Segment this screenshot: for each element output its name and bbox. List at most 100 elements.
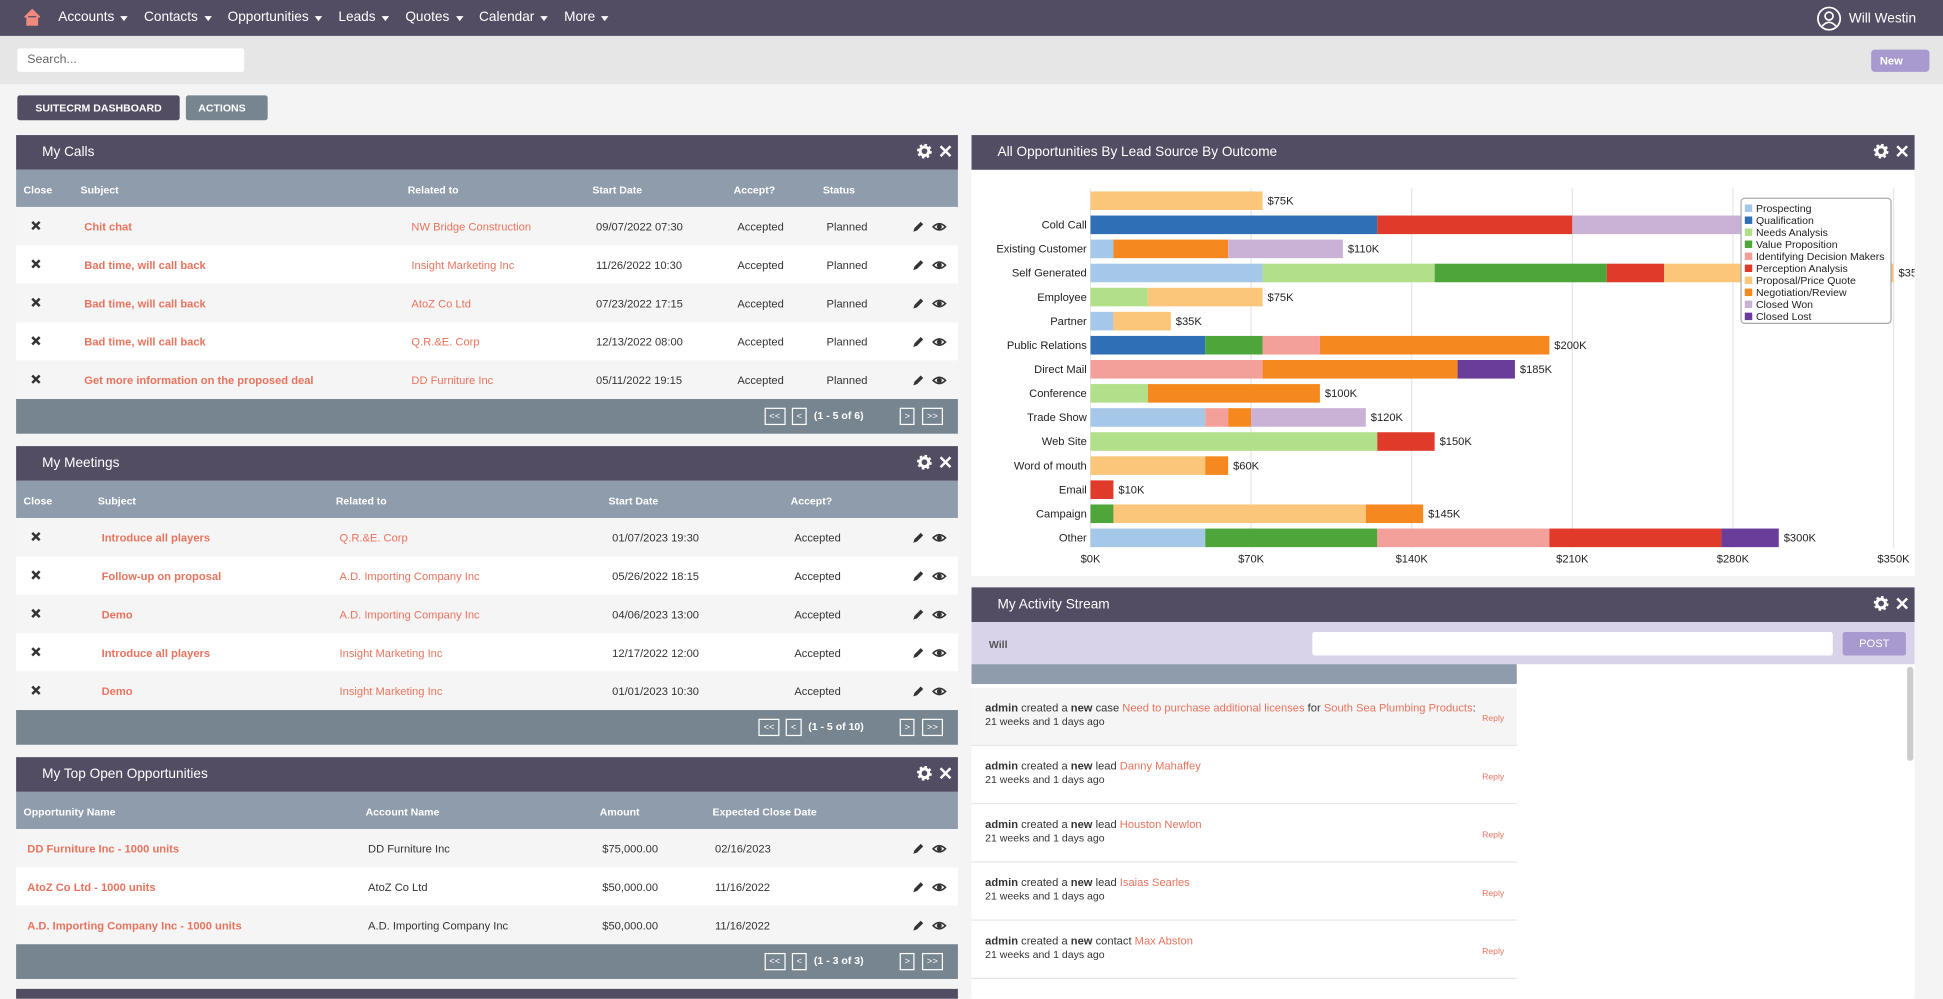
pager-prev[interactable]: < [785,718,802,737]
view-icon[interactable] [931,530,947,545]
edit-icon[interactable] [911,296,926,311]
column-header[interactable]: Opportunity Name [23,805,116,818]
table-cell[interactable]: AtoZ Co Ltd - 1000 units [27,881,156,894]
row-close[interactable] [29,372,44,387]
nav-item[interactable]: Leads [338,9,376,25]
settings-icon[interactable] [1873,596,1889,611]
activity-link[interactable]: Houston Newlon [1119,817,1202,831]
table-cell[interactable]: AtoZ Co Ltd [411,297,471,310]
view-icon[interactable] [931,569,947,584]
activity-link[interactable]: Need to purchase additional licenses [1122,701,1305,714]
pager-prev[interactable]: < [791,952,807,971]
column-header[interactable]: Accept? [733,183,776,196]
edit-icon[interactable] [911,530,926,545]
edit-icon[interactable] [911,880,926,895]
activity-target[interactable]: South Sea Plumbing Products [1323,701,1473,714]
pager-next[interactable]: > [899,407,916,426]
column-header[interactable]: Expected Close Date [712,805,817,818]
column-header[interactable]: Subject [97,494,136,507]
edit-icon[interactable] [911,335,926,350]
column-header[interactable]: Start Date [608,494,659,507]
edit-icon[interactable] [911,607,926,622]
nav-item[interactable]: Calendar [479,9,535,25]
reply-link[interactable]: Reply [1482,889,1505,899]
pager-next[interactable]: > [899,718,916,737]
view-icon[interactable] [931,373,947,388]
pager-last[interactable]: >> [921,407,943,426]
nav-item[interactable]: Quotes [405,9,450,25]
table-cell[interactable]: Follow-up on proposal [101,570,222,583]
table-cell[interactable]: Q.R.&E. Corp [339,531,408,545]
table-cell[interactable]: Bad time, will call back [84,297,206,310]
reply-link[interactable]: Reply [1482,773,1505,782]
reply-link[interactable]: Reply [1482,831,1505,841]
table-cell[interactable]: Chit chat [84,220,132,233]
nav-item[interactable]: Contacts [144,9,198,25]
nav-item[interactable]: Opportunities [227,9,309,25]
column-header[interactable]: Start Date [592,183,643,196]
user-icon[interactable] [1817,6,1842,31]
close-icon[interactable] [938,144,953,159]
post-input[interactable] [1312,631,1833,656]
view-icon[interactable] [931,880,947,895]
view-icon[interactable] [931,258,947,273]
close-icon[interactable] [938,455,953,470]
column-header[interactable]: Close [23,494,53,507]
row-close[interactable] [29,218,44,233]
table-cell[interactable]: DD Furniture Inc [411,374,494,387]
view-icon[interactable] [931,219,947,234]
settings-icon[interactable] [917,454,932,470]
view-icon[interactable] [931,296,947,311]
reply-link[interactable]: Reply [1482,715,1505,724]
column-header[interactable]: Accept? [790,494,833,507]
view-icon[interactable] [931,335,947,350]
nav-item[interactable]: More [564,9,596,25]
column-header[interactable]: Subject [80,183,119,196]
close-icon[interactable] [938,766,953,781]
table-cell[interactable]: Demo [101,608,133,621]
home-icon[interactable] [24,8,41,26]
dashboard-tab[interactable]: SUITECRM DASHBOARD [17,95,180,121]
pager-first[interactable]: << [764,407,786,426]
row-close[interactable] [29,257,44,272]
activity-link[interactable]: Isaias Searles [1119,876,1190,889]
column-header[interactable]: Status [822,183,856,196]
table-cell[interactable]: Introduce all players [101,531,211,545]
column-header[interactable]: Related to [407,183,459,196]
row-close[interactable] [29,529,44,544]
search-box[interactable] [17,48,245,72]
table-cell[interactable]: Bad time, will call back [84,258,206,272]
pager-first[interactable]: << [758,718,780,737]
column-header[interactable]: Close [23,183,53,196]
row-close[interactable] [29,683,44,698]
edit-icon[interactable] [911,373,926,388]
table-cell[interactable]: Bad time, will call back [84,335,206,349]
table-cell[interactable]: A.D. Importing Company Inc - 1000 units [27,919,242,932]
column-header[interactable]: Related to [335,494,387,507]
user-name[interactable]: Will Westin [1848,11,1917,27]
nav-item[interactable]: Accounts [58,9,115,25]
view-icon[interactable] [931,646,947,661]
edit-icon[interactable] [911,258,926,273]
edit-icon[interactable] [911,684,926,699]
edit-icon[interactable] [911,918,926,933]
row-close[interactable] [29,568,44,583]
table-cell[interactable]: A.D. Importing Company Inc [339,570,480,583]
row-close[interactable] [29,644,44,659]
table-cell[interactable]: Insight Marketing Inc [339,685,443,698]
pager-last[interactable]: >> [921,952,943,971]
table-cell[interactable]: NW Bridge Construction [411,220,532,233]
table-cell[interactable]: A.D. Importing Company Inc [339,608,480,621]
edit-icon[interactable] [911,841,926,856]
post-button[interactable]: POST [1842,631,1906,656]
row-close[interactable] [29,606,44,621]
column-header[interactable]: Amount [599,805,640,818]
edit-icon[interactable] [911,219,926,234]
column-header[interactable]: Account Name [365,805,440,818]
row-close[interactable] [29,333,44,348]
table-cell[interactable]: Introduce all players [101,646,211,660]
pager-next[interactable]: > [899,952,916,971]
table-cell[interactable]: Get more information on the proposed dea… [84,374,314,387]
table-cell[interactable]: Insight Marketing Inc [339,646,443,660]
activity-link[interactable]: Danny Mahaffey [1119,759,1201,773]
